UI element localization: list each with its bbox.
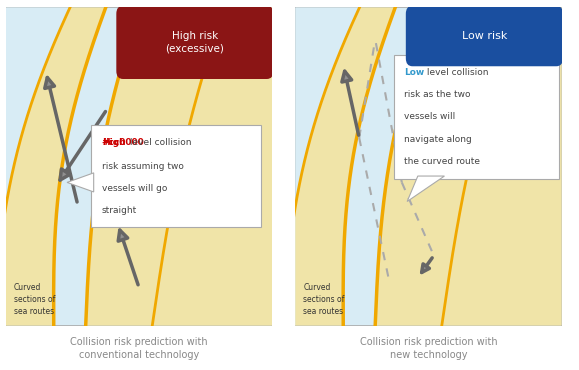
Polygon shape — [67, 173, 94, 192]
Text: Collision risk prediction with
new technology: Collision risk prediction with new techn… — [360, 337, 497, 360]
Polygon shape — [86, 7, 224, 326]
FancyBboxPatch shape — [394, 55, 559, 179]
FancyBboxPatch shape — [116, 6, 273, 79]
Text: risk assuming two: risk assuming two — [102, 162, 184, 171]
Text: level collision: level collision — [127, 138, 192, 147]
Text: level collision: level collision — [424, 68, 489, 77]
Polygon shape — [282, 7, 360, 326]
Polygon shape — [0, 7, 106, 326]
Text: the curved route: the curved route — [405, 157, 481, 166]
Text: Low risk: Low risk — [461, 31, 507, 41]
Text: risk as the two: risk as the two — [405, 90, 471, 99]
Text: Curved
sections of
sea routes: Curved sections of sea routes — [14, 283, 55, 316]
Polygon shape — [375, 7, 514, 326]
Text: vessels will go: vessels will go — [102, 184, 167, 193]
Text: High: High — [102, 138, 125, 147]
Polygon shape — [407, 176, 445, 202]
FancyBboxPatch shape — [295, 7, 562, 326]
Polygon shape — [152, 7, 272, 326]
FancyBboxPatch shape — [406, 6, 563, 66]
Text: High risk
(excessive): High risk (excessive) — [166, 31, 224, 54]
Text: Curved
sections of
sea routes: Curved sections of sea routes — [303, 283, 345, 316]
Text: navigate along: navigate along — [405, 135, 472, 144]
Text: Collision risk prediction with
conventional technology: Collision risk prediction with conventio… — [70, 337, 208, 360]
Text: Low: Low — [405, 68, 425, 77]
Text: vessels will: vessels will — [405, 112, 456, 121]
Polygon shape — [282, 7, 395, 326]
FancyBboxPatch shape — [6, 7, 272, 326]
Text: straight: straight — [102, 206, 137, 215]
Polygon shape — [442, 7, 562, 326]
Polygon shape — [0, 7, 70, 326]
Text: #cc0000: #cc0000 — [102, 138, 144, 147]
FancyBboxPatch shape — [91, 125, 262, 227]
